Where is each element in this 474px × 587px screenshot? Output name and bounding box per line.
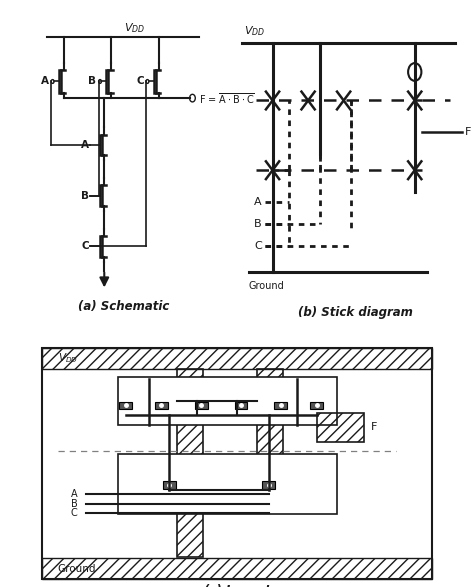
Bar <box>42 348 432 369</box>
Text: $V_{DD}$: $V_{DD}$ <box>58 352 78 366</box>
Bar <box>155 402 168 409</box>
Text: C: C <box>71 508 78 518</box>
Text: A: A <box>41 76 49 86</box>
Text: C: C <box>254 241 262 251</box>
Text: Ground: Ground <box>58 564 96 573</box>
Bar <box>195 402 208 409</box>
Text: $V_{DD}$: $V_{DD}$ <box>125 21 146 35</box>
Bar <box>163 481 176 489</box>
Text: B: B <box>88 76 96 86</box>
Text: F: F <box>465 127 471 137</box>
Text: F = $\overline{\rm A \cdot B \cdot C}$: F = $\overline{\rm A \cdot B \cdot C}$ <box>199 91 255 106</box>
Text: (b) Stick diagram: (b) Stick diagram <box>298 306 413 319</box>
Text: C: C <box>82 241 89 251</box>
Bar <box>177 369 203 557</box>
Text: (a) Schematic: (a) Schematic <box>78 300 169 313</box>
Bar <box>119 402 132 409</box>
Bar <box>235 402 247 409</box>
Text: F: F <box>370 422 377 432</box>
Text: Ground: Ground <box>249 281 284 291</box>
Text: B: B <box>254 219 262 229</box>
Bar <box>317 413 365 441</box>
Bar <box>310 402 323 409</box>
Text: (c) Layout: (c) Layout <box>204 583 270 587</box>
Text: B: B <box>81 191 89 201</box>
Bar <box>118 377 337 425</box>
Text: A: A <box>254 197 262 207</box>
Text: A: A <box>71 490 78 500</box>
Bar <box>274 402 287 409</box>
Text: $V_{DD}$: $V_{DD}$ <box>244 25 265 38</box>
Text: A: A <box>81 140 89 150</box>
Bar <box>257 369 283 461</box>
Text: B: B <box>71 499 78 509</box>
Text: C: C <box>136 76 144 86</box>
Bar <box>118 454 337 514</box>
Bar <box>263 481 275 489</box>
Bar <box>42 558 432 579</box>
